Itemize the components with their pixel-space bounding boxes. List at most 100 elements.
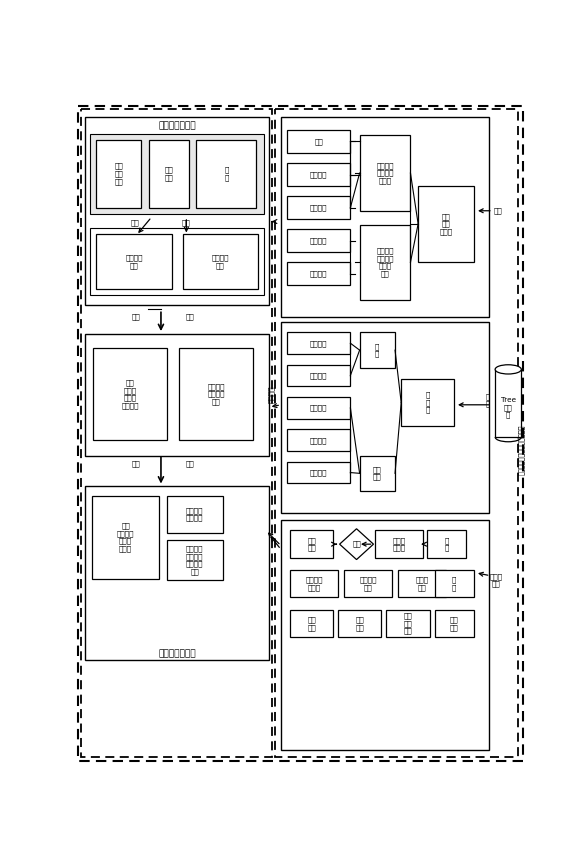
FancyBboxPatch shape	[287, 163, 350, 186]
FancyBboxPatch shape	[398, 570, 446, 597]
Text: 参考模型
库并完成
建模: 参考模型 库并完成 建模	[207, 384, 225, 405]
FancyBboxPatch shape	[435, 610, 473, 637]
Text: 分
析: 分 析	[452, 577, 456, 590]
Text: 激光点云: 激光点云	[310, 469, 328, 476]
FancyBboxPatch shape	[418, 186, 473, 262]
Text: 分析、感知、处理并完成建模: 分析、感知、处理并完成建模	[518, 424, 524, 474]
Text: 单木
建模规则
（修正
参数）: 单木 建模规则 （修正 参数）	[117, 523, 134, 552]
Text: 判断: 判断	[352, 541, 361, 547]
FancyBboxPatch shape	[290, 610, 333, 637]
Text: 树木
仿真
模拟: 树木 仿真 模拟	[404, 613, 413, 634]
FancyBboxPatch shape	[86, 334, 269, 456]
FancyBboxPatch shape	[179, 347, 253, 440]
Text: Tree
数据
库: Tree 数据 库	[500, 397, 516, 419]
FancyBboxPatch shape	[149, 140, 189, 208]
FancyBboxPatch shape	[96, 140, 141, 208]
Text: 选择模型
建模: 选择模型 建模	[359, 577, 377, 590]
Text: 初始
建模: 初始 建模	[308, 537, 316, 552]
Text: 树冠: 树冠	[315, 138, 323, 145]
FancyBboxPatch shape	[290, 570, 338, 597]
Text: 生长曲线: 生长曲线	[310, 238, 328, 244]
FancyBboxPatch shape	[360, 136, 410, 211]
FancyBboxPatch shape	[386, 610, 431, 637]
FancyBboxPatch shape	[290, 530, 333, 558]
FancyBboxPatch shape	[287, 430, 350, 451]
FancyBboxPatch shape	[196, 140, 257, 208]
FancyBboxPatch shape	[287, 196, 350, 220]
Text: 区域单木
建模规则: 区域单木 建模规则	[186, 507, 203, 522]
FancyBboxPatch shape	[86, 117, 269, 305]
Ellipse shape	[495, 365, 522, 374]
Text: 分
组: 分 组	[224, 166, 229, 181]
Text: 树木枝干: 树木枝干	[310, 172, 328, 178]
FancyBboxPatch shape	[427, 530, 466, 558]
Text: 油画笔触: 油画笔触	[310, 270, 328, 277]
FancyBboxPatch shape	[90, 227, 264, 295]
Text: 检验: 检验	[132, 313, 141, 319]
FancyBboxPatch shape	[287, 229, 350, 252]
Text: 树木
动画: 树木 动画	[450, 616, 459, 631]
FancyBboxPatch shape	[91, 496, 159, 579]
FancyBboxPatch shape	[182, 234, 258, 289]
FancyBboxPatch shape	[344, 570, 392, 597]
Text: 遥感曲线: 遥感曲线	[310, 437, 328, 444]
Text: 测量: 测量	[494, 208, 503, 214]
Text: 分
析: 分 析	[444, 537, 449, 552]
FancyBboxPatch shape	[287, 365, 350, 386]
FancyBboxPatch shape	[287, 397, 350, 419]
FancyBboxPatch shape	[281, 323, 489, 513]
Text: 遥感统计: 遥感统计	[310, 405, 328, 411]
Text: 半精细
建模: 半精细 建模	[489, 573, 502, 588]
FancyBboxPatch shape	[375, 530, 423, 558]
FancyBboxPatch shape	[93, 347, 167, 440]
FancyBboxPatch shape	[338, 610, 381, 637]
FancyBboxPatch shape	[435, 570, 473, 597]
Text: 激光点云: 激光点云	[310, 372, 328, 379]
Text: 树木
优化: 树木 优化	[308, 616, 316, 631]
Text: 分
组: 分 组	[375, 343, 380, 357]
Text: 几何变换
模型: 几何变换 模型	[125, 255, 143, 269]
Text: 遥感点云: 遥感点云	[310, 340, 328, 347]
FancyBboxPatch shape	[287, 462, 350, 483]
Text: 参数化
建模: 参数化 建模	[415, 577, 428, 590]
FancyBboxPatch shape	[495, 370, 522, 437]
FancyBboxPatch shape	[96, 234, 172, 289]
Text: 二
维: 二 维	[485, 393, 490, 408]
FancyBboxPatch shape	[167, 496, 223, 533]
Text: 特征
提取: 特征 提取	[373, 466, 381, 480]
Text: 调用
数据库
模型并
完成建模: 调用 数据库 模型并 完成建模	[121, 379, 139, 408]
Text: 特征
提取: 特征 提取	[164, 166, 173, 181]
FancyBboxPatch shape	[287, 130, 350, 153]
FancyBboxPatch shape	[90, 134, 264, 214]
Text: 检验: 检验	[132, 460, 141, 467]
Text: 树木根系: 树木根系	[310, 204, 328, 211]
FancyBboxPatch shape	[360, 456, 395, 491]
Text: 数据驱动建模库: 数据驱动建模库	[158, 122, 196, 130]
FancyBboxPatch shape	[401, 378, 454, 426]
Text: 区域单木
建模参数
修正建模
规则: 区域单木 建模参数 修正建模 规则	[186, 546, 203, 575]
Text: 树木
渲染: 树木 渲染	[355, 616, 364, 631]
Text: 点云
数据
采集: 点云 数据 采集	[114, 163, 123, 184]
FancyBboxPatch shape	[287, 263, 350, 286]
Text: 初始数
据输入: 初始数 据输入	[392, 537, 406, 552]
Text: 地区树木
建模参数
修正数
据集: 地区树木 建模参数 修正数 据集	[376, 248, 394, 277]
FancyBboxPatch shape	[360, 225, 410, 300]
Text: 输出: 输出	[186, 313, 195, 319]
Text: 规则驱动建模库: 规则驱动建模库	[158, 650, 196, 659]
Text: 遴选: 遴选	[182, 219, 190, 226]
FancyBboxPatch shape	[281, 117, 489, 317]
Text: 建模
基础
数据集: 建模 基础 数据集	[440, 213, 452, 235]
Text: 调用数据
库建模: 调用数据 库建模	[305, 577, 323, 590]
FancyBboxPatch shape	[360, 332, 395, 368]
FancyBboxPatch shape	[287, 332, 350, 354]
Text: 数据驱动: 数据驱动	[268, 385, 275, 402]
FancyBboxPatch shape	[86, 486, 269, 660]
Text: 数学描述
模型: 数学描述 模型	[212, 255, 229, 269]
Polygon shape	[340, 529, 373, 559]
Text: 储存: 储存	[186, 460, 195, 467]
Text: 补充: 补充	[131, 219, 139, 226]
Text: 工
具
箱: 工 具 箱	[425, 391, 430, 414]
FancyBboxPatch shape	[167, 541, 223, 580]
Text: 树木建模
参数基本
数据集: 树木建模 参数基本 数据集	[376, 162, 394, 184]
FancyBboxPatch shape	[281, 520, 489, 750]
